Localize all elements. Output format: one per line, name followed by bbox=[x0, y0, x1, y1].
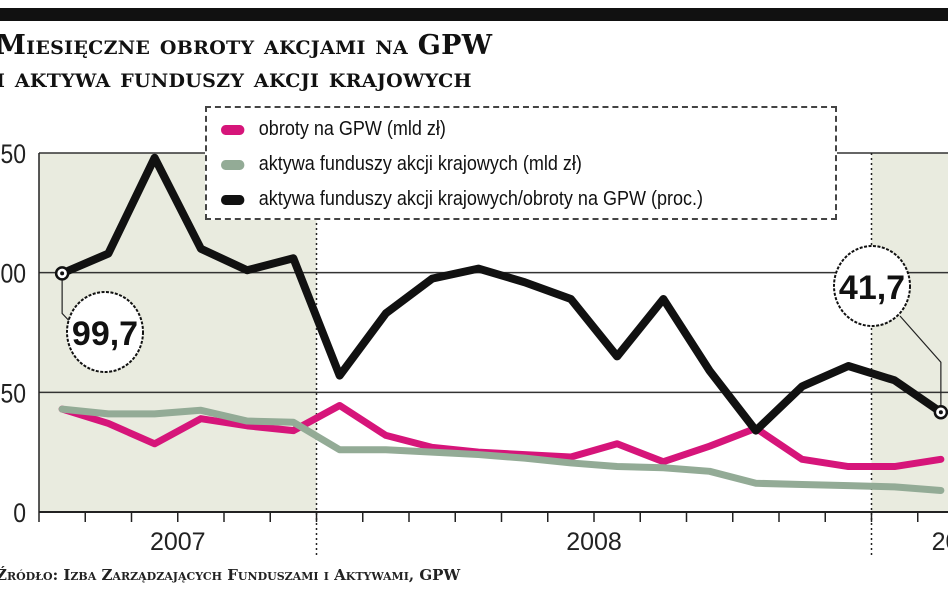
y-tick-label: 0 bbox=[13, 498, 26, 528]
callout-connector bbox=[899, 315, 942, 413]
source-note: Źródło: Izba Zarządzających Funduszami i… bbox=[0, 566, 461, 584]
annotation-bubble bbox=[833, 245, 911, 327]
legend-label: obroty na GPW (mld zł) bbox=[258, 118, 446, 140]
legend-label: aktywa funduszy akcji krajowych (mld zł) bbox=[258, 153, 582, 175]
annotation-label: 41,7 bbox=[839, 269, 905, 307]
legend-item-aktywa: aktywa funduszy akcji krajowych (mld zł) bbox=[221, 153, 582, 176]
series-line-1 bbox=[58, 405, 945, 494]
legend: obroty na GPW (mld zł) aktywa funduszy a… bbox=[205, 106, 837, 220]
x-year-label: 2008 bbox=[566, 528, 622, 556]
annotation-marker-dot bbox=[60, 271, 65, 276]
x-year-label: 2007 bbox=[150, 528, 206, 556]
annotation-label: 99,7 bbox=[72, 315, 138, 353]
top-rule bbox=[0, 8, 948, 21]
legend-swatch bbox=[221, 124, 245, 135]
y-tick-label: 100 bbox=[0, 259, 26, 289]
x-year-label: 2009 bbox=[932, 528, 948, 556]
y-tick-label: 50 bbox=[0, 379, 26, 409]
shade-2009 bbox=[871, 153, 948, 512]
legend-swatch bbox=[221, 194, 245, 205]
legend-item-ratio: aktywa funduszy akcji krajowych/obroty n… bbox=[221, 188, 703, 211]
legend-item-obroty: obroty na GPW (mld zł) bbox=[221, 118, 446, 141]
annotation-bubble bbox=[66, 291, 144, 373]
legend-swatch bbox=[221, 159, 245, 170]
legend-label: aktywa funduszy akcji krajowych/obroty n… bbox=[258, 188, 703, 210]
y-tick-label: 150 bbox=[0, 139, 26, 169]
series-line-2 bbox=[58, 153, 945, 435]
chart-title-line-1: Miesięczne obroty akcjami na GPW bbox=[0, 30, 493, 61]
chart-title-line-2: i aktywa funduszy akcji krajowych bbox=[0, 63, 472, 94]
annotation-marker-dot bbox=[938, 410, 943, 415]
